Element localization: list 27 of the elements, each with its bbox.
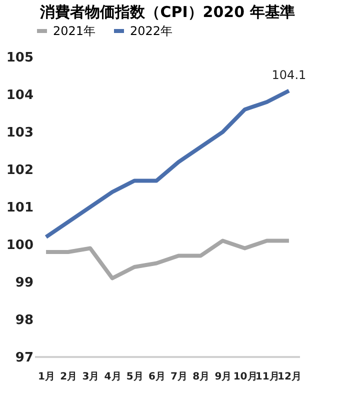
x-tick-label: 12月 [277, 372, 302, 382]
legend-label: 2022年 [130, 24, 173, 38]
y-tick-label: 104 [6, 88, 34, 103]
y-tick-label: 103 [6, 126, 34, 140]
line-series [44, 88, 291, 239]
line-series [44, 238, 291, 280]
y-tick-label: 100 [6, 238, 34, 253]
chart-title: 消費者物価指数（CPI）2020 年基準 [39, 3, 295, 21]
x-tick-label: 11月 [255, 372, 280, 382]
x-tick-label: 6月 [148, 372, 166, 382]
x-tick-label: 8月 [192, 372, 210, 382]
y-tick-label: 101 [6, 200, 34, 216]
y-tick-label: 98 [15, 313, 34, 328]
annotation: 104.1 [272, 68, 306, 82]
y-tick-label: 105 [6, 50, 34, 66]
x-tick-label: 5月 [126, 372, 144, 382]
x-tick-label: 1月 [38, 372, 56, 382]
x-tick-label: 10月 [233, 372, 258, 382]
x-tick-label: 3月 [82, 372, 100, 382]
y-tick-label: 102 [6, 163, 34, 178]
x-tick-label: 2月 [60, 372, 78, 382]
x-tick-label: 9月 [214, 372, 232, 382]
legend-label: 2021年 [53, 24, 96, 38]
x-tick-label: 7月 [170, 372, 188, 382]
y-tick-label: 97 [15, 350, 34, 366]
x-tick-label: 4月 [104, 372, 122, 382]
y-tick-label: 99 [15, 276, 34, 290]
